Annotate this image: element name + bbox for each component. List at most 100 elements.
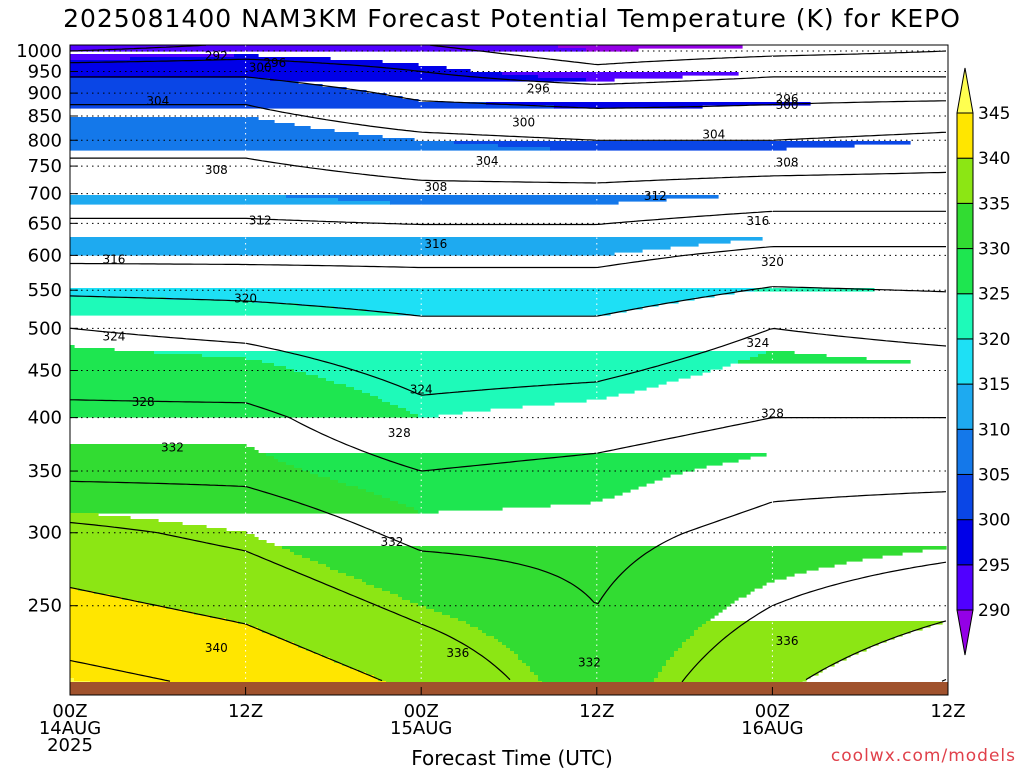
field-cell	[70, 75, 539, 79]
contour-label: 292	[205, 49, 228, 63]
field-cell	[286, 195, 719, 199]
field-cell	[70, 648, 307, 652]
colorbar-swatch	[956, 293, 974, 340]
field-cell	[434, 609, 723, 613]
field-cell	[70, 198, 339, 202]
field-cell	[70, 393, 371, 397]
field-cell	[70, 480, 339, 484]
field-cell	[486, 633, 695, 637]
field-cell	[70, 486, 359, 490]
field-cell	[378, 396, 607, 400]
field-cell	[70, 456, 275, 460]
contour-label: 304	[476, 154, 499, 168]
field-cell	[334, 660, 523, 664]
field-cell	[70, 99, 419, 103]
field-cell	[366, 582, 767, 586]
contour-label: 328	[388, 426, 411, 440]
field-cell	[458, 618, 711, 622]
contour-label: 332	[380, 535, 403, 549]
field-cell	[70, 408, 407, 412]
y-tick-label: 900	[28, 83, 62, 104]
field-cell	[70, 618, 227, 622]
field-cell	[346, 384, 659, 388]
field-cell	[266, 453, 767, 457]
field-cell	[110, 594, 399, 598]
contour-label: 300	[776, 98, 799, 112]
field-cell	[70, 81, 299, 85]
field-cell	[70, 675, 375, 679]
field-cell	[522, 660, 667, 664]
field-cell	[70, 474, 319, 478]
field-cell	[294, 642, 503, 646]
field-cell	[350, 666, 531, 670]
field-cell	[70, 453, 267, 457]
colorbar-swatch	[956, 519, 974, 566]
field-cell	[586, 48, 639, 52]
contour-line-312	[70, 210, 946, 226]
field-cell	[70, 147, 551, 151]
field-cell	[318, 474, 671, 478]
contour-label: 304	[702, 127, 725, 141]
field-cell	[538, 75, 683, 79]
contour-label: 336	[776, 634, 799, 648]
field-cell	[70, 351, 155, 355]
field-cell	[70, 594, 111, 598]
field-cell	[70, 195, 287, 199]
field-cell	[518, 657, 671, 661]
field-cell	[270, 633, 487, 637]
field-cell	[538, 678, 655, 682]
field-cell	[70, 498, 391, 502]
field-cell	[502, 72, 739, 76]
field-cell	[70, 627, 259, 631]
colorbar-label: 345	[978, 104, 1010, 124]
field-cell	[414, 507, 503, 511]
colorbar-label: 295	[978, 556, 1010, 576]
colorbar-label: 310	[978, 420, 1010, 440]
field-cell	[70, 519, 159, 523]
theta-field	[70, 45, 947, 685]
field-cell	[210, 615, 451, 619]
field-cell	[70, 48, 587, 52]
field-cell	[70, 141, 455, 145]
field-cell	[286, 639, 499, 643]
y-tick-label: 450	[28, 360, 62, 381]
field-cell	[538, 675, 659, 679]
field-cell	[670, 657, 847, 661]
field-cell	[70, 444, 247, 448]
field-cell	[70, 117, 259, 121]
field-cell	[70, 57, 131, 61]
field-cell	[274, 363, 731, 367]
field-cell	[326, 378, 679, 382]
field-cell	[382, 399, 587, 403]
field-cell	[70, 576, 355, 580]
field-cell	[586, 78, 615, 82]
field-cell	[390, 402, 555, 406]
field-cell	[70, 414, 419, 418]
field-cell	[70, 609, 183, 613]
field-cell	[70, 501, 399, 505]
field-cell	[526, 663, 667, 667]
field-cell	[498, 639, 687, 643]
x-tick-label: 12Z	[579, 701, 614, 722]
field-cell	[666, 660, 839, 664]
field-cell	[318, 375, 691, 379]
field-cell	[390, 591, 751, 595]
field-cell	[70, 507, 415, 511]
field-cell	[202, 354, 759, 358]
field-cell	[70, 495, 383, 499]
colorbar: 290 295 300 305 310 315 320 325 330 335 340 345	[956, 67, 1010, 656]
field-cell	[558, 45, 743, 49]
field-cell	[70, 387, 355, 391]
contour-line-308	[70, 157, 947, 184]
field-cell	[70, 450, 259, 454]
credit-text: coolwx.com/models	[830, 746, 1016, 766]
field-cell	[70, 633, 271, 637]
contour-line-300	[70, 76, 946, 110]
field-cell	[282, 546, 947, 550]
field-cell	[70, 366, 287, 370]
ground-rect	[70, 682, 948, 695]
field-cell	[70, 663, 343, 667]
field-cell	[70, 411, 411, 415]
field-cell	[70, 528, 227, 532]
field-cell	[70, 489, 367, 493]
